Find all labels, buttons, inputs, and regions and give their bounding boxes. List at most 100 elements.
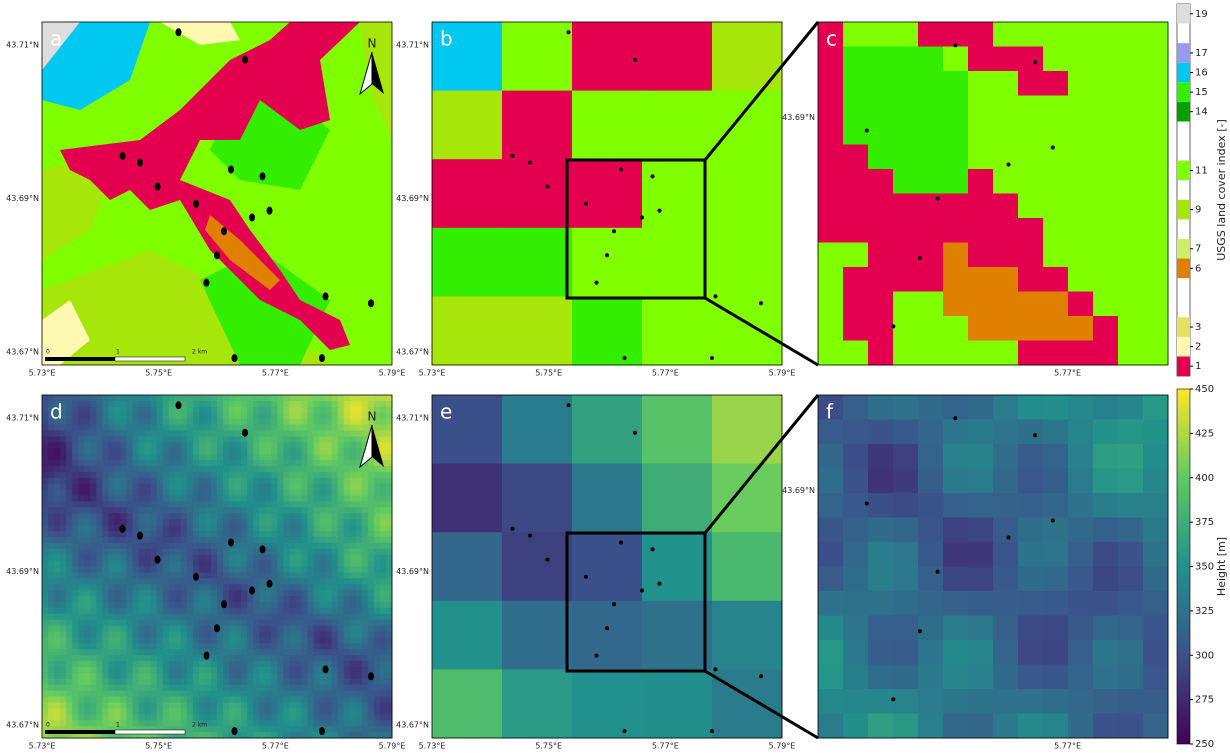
height-cell bbox=[325, 678, 333, 686]
land-cell bbox=[1143, 340, 1169, 366]
scale-label: 0 bbox=[46, 349, 50, 356]
height-cell bbox=[60, 607, 67, 615]
station bbox=[154, 182, 161, 191]
height-cell bbox=[361, 702, 369, 709]
height-cell bbox=[271, 560, 278, 567]
height-cell bbox=[162, 714, 170, 721]
height-cell bbox=[289, 590, 296, 597]
height-cell bbox=[66, 590, 73, 597]
height-cell bbox=[818, 566, 844, 592]
height-cell bbox=[968, 713, 994, 739]
height-cell bbox=[1093, 395, 1119, 420]
height-cell bbox=[114, 489, 121, 497]
height-cell bbox=[90, 578, 97, 585]
height-cell bbox=[319, 631, 327, 638]
height-cell bbox=[78, 395, 85, 402]
height-cell bbox=[126, 619, 134, 627]
station bbox=[228, 165, 234, 174]
height-cell bbox=[168, 726, 176, 733]
height-cell bbox=[319, 465, 327, 473]
height-cell bbox=[96, 607, 103, 615]
height-cell bbox=[66, 548, 73, 556]
height-cell bbox=[259, 643, 266, 650]
height-cell bbox=[361, 554, 369, 562]
height-cell bbox=[198, 643, 206, 650]
height-cell bbox=[361, 531, 369, 538]
height-cell bbox=[156, 548, 164, 556]
height-cell bbox=[373, 655, 381, 662]
height-cell bbox=[319, 424, 327, 431]
height-cell bbox=[283, 430, 290, 437]
height-cell bbox=[150, 613, 158, 621]
height-cell bbox=[223, 418, 230, 426]
colorbar bbox=[1176, 388, 1191, 745]
height-cell bbox=[331, 702, 339, 709]
height-cell bbox=[325, 649, 333, 656]
height-cell bbox=[84, 714, 91, 721]
height-cell bbox=[204, 732, 212, 739]
land-cell bbox=[1018, 22, 1044, 47]
height-cell bbox=[361, 708, 369, 715]
land-cell bbox=[1018, 71, 1044, 96]
height-cell bbox=[120, 536, 127, 544]
height-cell bbox=[90, 590, 97, 597]
height-cell bbox=[198, 442, 206, 449]
station bbox=[953, 43, 958, 48]
height-cell bbox=[217, 613, 224, 621]
height-cell bbox=[198, 507, 206, 514]
height-cell bbox=[210, 720, 218, 727]
height-cell bbox=[385, 507, 393, 514]
height-cell bbox=[156, 531, 164, 538]
height-cell bbox=[343, 477, 351, 485]
land-cell bbox=[943, 144, 969, 170]
height-cell bbox=[102, 489, 109, 497]
height-cell bbox=[337, 619, 345, 627]
height-cell bbox=[247, 465, 254, 473]
height-cell bbox=[102, 690, 109, 698]
height-cell bbox=[295, 643, 302, 650]
height-cell bbox=[60, 672, 67, 680]
height-cell bbox=[337, 513, 345, 520]
height-cell bbox=[259, 412, 266, 420]
height-cell bbox=[48, 714, 55, 721]
height-cell bbox=[301, 525, 309, 532]
height-cell bbox=[235, 430, 242, 437]
station bbox=[1050, 145, 1055, 150]
height-cell bbox=[198, 578, 206, 585]
height-cell bbox=[60, 708, 67, 715]
height-cell bbox=[66, 483, 73, 491]
land-cell bbox=[1093, 316, 1119, 341]
height-cell bbox=[349, 531, 357, 538]
height-cell bbox=[325, 442, 333, 449]
land-cell bbox=[943, 218, 969, 243]
height-cell bbox=[198, 430, 206, 437]
height-cell bbox=[192, 672, 200, 680]
height-cell bbox=[337, 400, 345, 408]
height-cell bbox=[204, 471, 212, 479]
height-cell bbox=[259, 519, 266, 526]
height-cell bbox=[96, 643, 103, 650]
height-cell bbox=[114, 406, 121, 414]
height-cell bbox=[373, 732, 381, 739]
height-cell bbox=[289, 465, 296, 473]
height-cell bbox=[247, 601, 254, 609]
height-cell bbox=[66, 400, 73, 408]
height-cell bbox=[307, 684, 315, 692]
height-cell bbox=[192, 430, 200, 437]
height-cell bbox=[843, 689, 869, 714]
height-cell bbox=[217, 619, 224, 627]
height-cell bbox=[102, 525, 109, 532]
height-cell bbox=[156, 637, 164, 644]
height-cell bbox=[150, 489, 158, 497]
height-cell bbox=[265, 412, 272, 420]
height-cell bbox=[217, 406, 224, 414]
land-cell bbox=[968, 316, 994, 341]
height-cell bbox=[229, 655, 236, 662]
height-cell bbox=[60, 465, 67, 473]
height-cell bbox=[355, 672, 363, 680]
height-cell bbox=[210, 406, 218, 414]
land-cell bbox=[502, 90, 573, 160]
height-cell bbox=[78, 631, 85, 638]
height-cell bbox=[259, 525, 266, 532]
height-cell bbox=[210, 566, 218, 573]
